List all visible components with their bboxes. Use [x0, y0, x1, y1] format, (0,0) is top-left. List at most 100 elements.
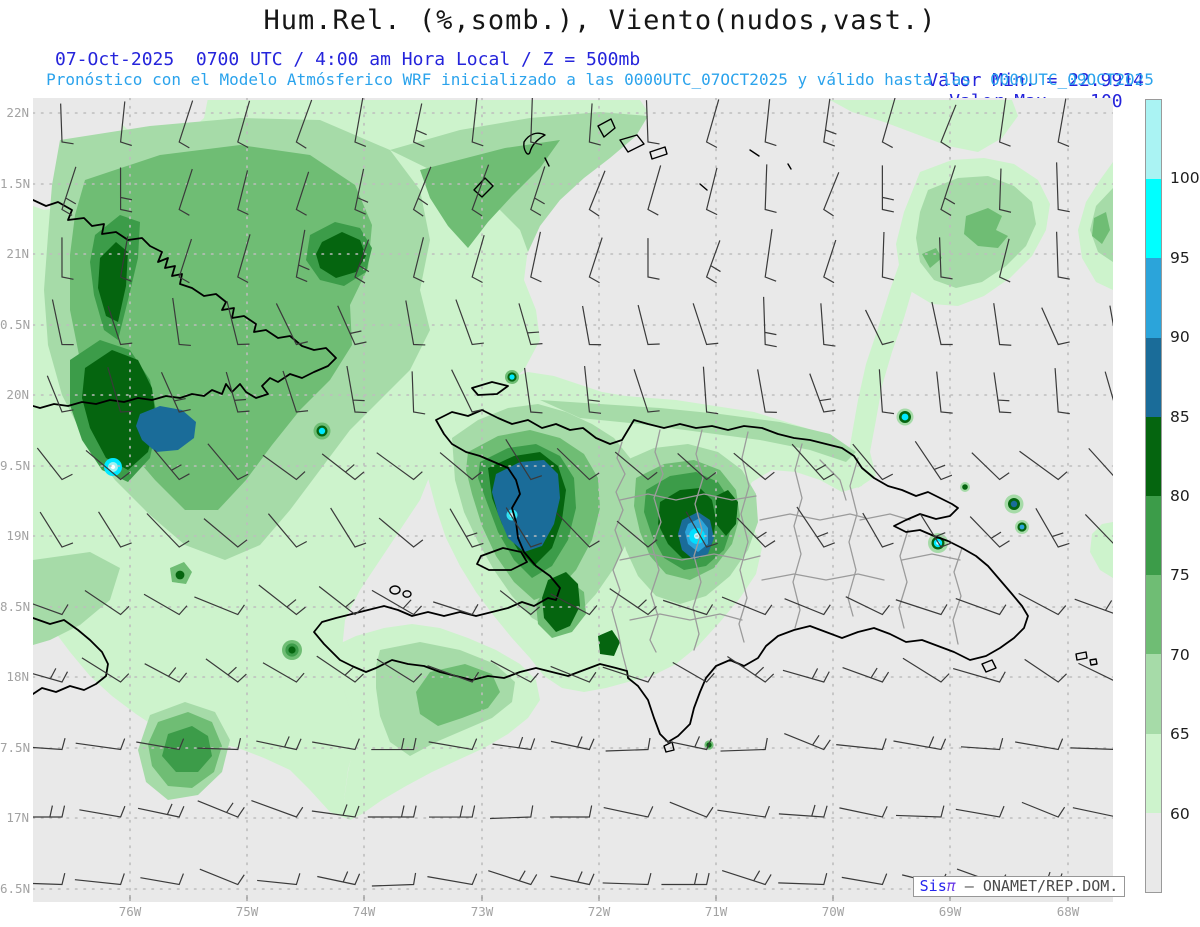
wind-barb [836, 738, 887, 751]
province-border [692, 429, 704, 651]
wind-barb [705, 99, 720, 149]
wind-barb [842, 666, 890, 683]
wind-barb [705, 167, 718, 216]
wind-barb [405, 300, 426, 346]
wind-barb [784, 598, 831, 616]
wind-barb [143, 593, 188, 616]
province-border [649, 429, 664, 653]
province-border [629, 613, 743, 621]
wind-barb [330, 507, 367, 548]
wind-barb [33, 738, 66, 751]
wind-barb [178, 168, 193, 216]
wind-barb [137, 803, 185, 818]
wind-barb [376, 452, 423, 481]
wind-barb [672, 661, 715, 683]
wind-barb [428, 738, 478, 751]
small-island [749, 149, 760, 157]
wind-barb [225, 371, 250, 413]
wind-barb [809, 373, 836, 413]
wind-barb [530, 231, 542, 283]
wind-barb [705, 240, 721, 284]
wind-barb [764, 229, 777, 282]
wind-barb [455, 299, 484, 346]
valor-min-text: Valor Min. = 22.9914 [927, 70, 1144, 91]
colorbar-segment [1146, 812, 1161, 893]
wind-barb [237, 100, 251, 149]
wind-barb [1072, 806, 1113, 818]
wind-barb [178, 100, 194, 149]
small-island [523, 132, 546, 155]
wind-barb [371, 872, 417, 887]
wind-barb [782, 668, 830, 683]
colorbar-segment [1146, 575, 1161, 655]
wind-barb [914, 440, 953, 481]
wind-barb [207, 443, 249, 481]
colorbar-tick-label: 75 [1170, 566, 1190, 585]
lon-tick-label: 76W [118, 904, 142, 919]
lon-tick-label: 75W [235, 904, 259, 919]
wind-barb [763, 296, 777, 348]
colorbar-tick-label: 100 [1170, 169, 1200, 188]
wind-barb [702, 366, 719, 415]
lat-tick-label: 1.5N [0, 176, 31, 191]
wind-barb [84, 589, 130, 616]
wind-barb [153, 449, 190, 481]
wind-barb [33, 600, 69, 616]
wind-barb [275, 303, 308, 346]
wind-barb [203, 518, 248, 548]
sispi-logo-text: Sis [919, 877, 947, 895]
wind-barb [295, 171, 310, 216]
wind-barb [1041, 307, 1070, 346]
colorbar-tick-label: 95 [1170, 248, 1190, 267]
lon-tick-label: 71W [704, 904, 728, 919]
wind-barb [685, 511, 718, 548]
province-border [761, 573, 885, 581]
wind-barb [1084, 514, 1113, 548]
lon-tick-label: 68W [1056, 904, 1080, 919]
wind-barb [661, 872, 710, 886]
wind-barb [316, 655, 364, 683]
wind-barb [931, 301, 953, 346]
wind-barb [902, 657, 950, 683]
wind-barb [427, 873, 478, 886]
wind-barb [864, 309, 894, 346]
wind-barb [588, 103, 601, 146]
coastline [476, 547, 528, 571]
small-island [981, 659, 997, 673]
wind-barb [764, 164, 777, 213]
wind-barb [46, 375, 74, 413]
wind-barb [677, 453, 717, 481]
wind-barb [893, 736, 947, 751]
wind-barb [376, 658, 423, 683]
wind-barb [371, 737, 417, 751]
wind-barb [439, 452, 482, 481]
wind-barb [237, 234, 251, 284]
wind-barb [205, 658, 247, 683]
wind-barb [583, 366, 602, 414]
wind-barb [895, 599, 948, 616]
lon-tick-label: 69W [938, 904, 962, 919]
wind-barb [119, 236, 132, 282]
wind-barb [852, 443, 894, 481]
lat-tick-label: 9.5N [0, 458, 31, 473]
wind-barb [412, 103, 427, 148]
wind-barb [823, 98, 837, 147]
lon-tick-label: 74W [352, 904, 376, 919]
wind-barb [251, 799, 304, 818]
wind-barb [862, 512, 894, 548]
forecast-model-text: Pronóstico con el Modelo Atmósferico WRF… [46, 70, 1154, 89]
wind-barb [550, 736, 595, 751]
wind-barb [136, 738, 185, 751]
wind-barb [256, 736, 302, 751]
wind-barb [505, 507, 543, 548]
wind-barb [194, 596, 245, 616]
wind-barb [33, 805, 66, 818]
wind-barb [237, 170, 249, 216]
wind-barb [664, 736, 712, 751]
wind-barb [1070, 738, 1113, 751]
wind-barb [257, 873, 301, 886]
colorbar-segment [1146, 654, 1161, 734]
wind-barb [226, 301, 250, 346]
lon-tick-label: 70W [821, 904, 845, 919]
wind-barb [823, 172, 840, 217]
